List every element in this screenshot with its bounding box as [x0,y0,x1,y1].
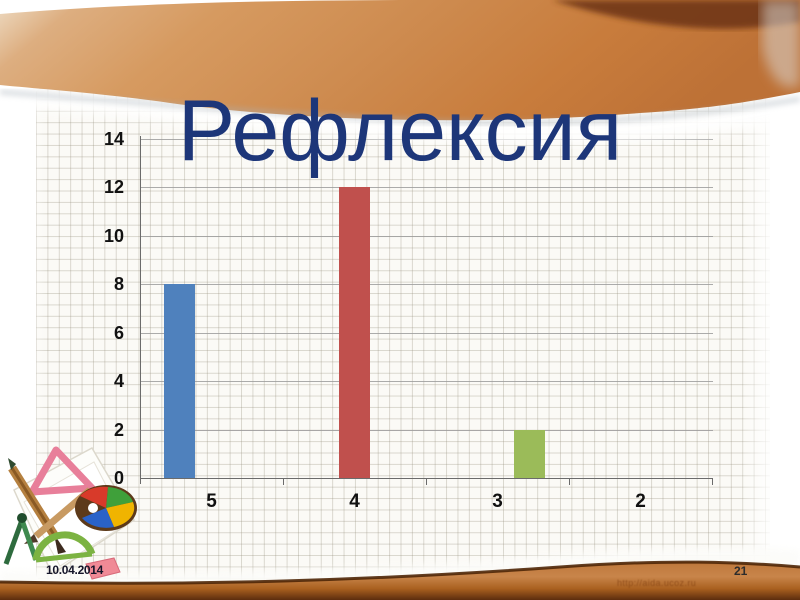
compass-leg-1 [3,519,25,565]
compass-leg-2 [19,519,39,561]
slide-title: Рефлексия [177,82,623,179]
protractor-icon [32,531,96,561]
compass-hinge [17,513,27,523]
top-orange-band [0,0,800,121]
x-axis-label-2: 2 [635,491,646,512]
y-axis-label-0: 0 [113,468,124,488]
watermark-url: http://aida.ucoz.ru [617,578,697,588]
y-axis-label-12: 12 [103,177,124,198]
y-axis-label-4: 4 [113,371,124,392]
top-gray-wave-line [0,89,800,126]
bottom-orange-band [0,562,800,600]
x-axis-tick-2 [426,479,427,485]
gridline-2 [140,429,713,431]
x-axis-line [140,478,713,479]
palette-green [106,487,133,508]
slide-number: 21 [734,564,748,578]
x-axis-label-5: 5 [206,491,217,512]
y-axis-label-8: 8 [113,274,124,295]
x-axis-tick-3 [569,479,570,485]
eraser-icon [85,557,121,580]
x-axis-label-4: 4 [349,491,360,512]
bar-green-category-3 [514,429,545,478]
top-dark-brown-ribbon [552,0,800,29]
top-right-sheen [762,0,800,88]
paper-fade-right [740,88,800,580]
gridline-4 [140,381,713,383]
x-axis-label-3: 3 [492,491,503,512]
palette-yellow [106,502,135,527]
date-stamp: 10.04.2014 [46,563,104,577]
y-axis-label-14: 14 [103,129,124,149]
y-axis-line [140,136,141,484]
bar-red-category-4 [339,187,370,478]
bar-blue-category-5 [164,284,195,478]
gridline-10 [140,235,713,237]
gridline-12 [140,187,713,189]
palette-blue [82,508,114,528]
y-axis-label-6: 6 [113,322,124,343]
bottom-band-edge-line [0,560,800,585]
y-axis-label-10: 10 [103,225,124,246]
x-axis-tick-4 [712,479,713,485]
gridline-6 [140,332,713,334]
top-white-wave [0,84,800,143]
drawing-tools-clipart [3,446,137,580]
top-wave-decoration [0,0,800,143]
graph-paper-background [36,88,770,580]
protractor-base [35,551,93,563]
triangle-ruler-icon [28,446,96,496]
palette-hole [88,503,98,513]
y-axis-label-2: 2 [113,419,124,440]
gridline-8 [140,284,713,286]
palette-red [80,486,108,508]
x-axis-tick-1 [283,479,284,485]
pencil-eraser-end [8,458,16,470]
